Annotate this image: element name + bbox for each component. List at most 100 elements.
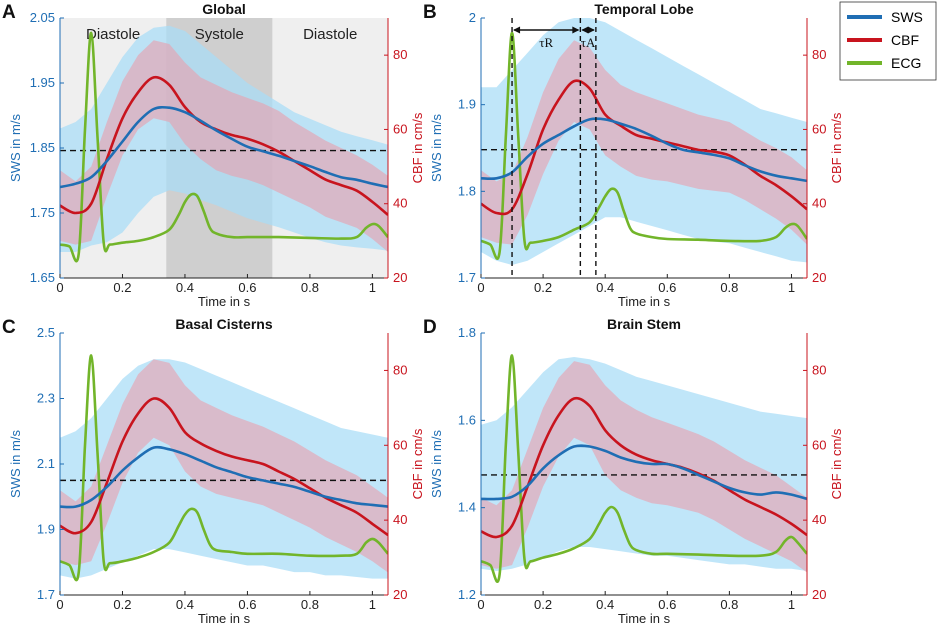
y-left-tick-label: 2.1 [37,456,55,471]
y-left-tick-label: 1.9 [458,97,476,112]
plot-area [481,354,807,583]
tau-label: τR [539,35,553,50]
panel-title: Global [202,1,246,17]
x-tick-label: 0.8 [720,597,738,612]
x-tick-label: 1 [369,597,376,612]
ecg-line [481,354,807,583]
panel-a: Diastole Systole Diastole 0 0.2 0.4 0.6 0.8 1 1.6… [2,1,425,309]
y-right-tick-label: 40 [393,512,407,527]
tau-arrow-head-left [581,26,589,34]
panel-d: 0 0.2 0.4 0.6 0.8 1 1.2 1.4 1.6 1.8 20 40 60 80 Time i… [423,316,844,626]
y-right-tick-label: 20 [812,587,826,602]
x-axis-title: Time in s [198,611,251,626]
y-right-tick-label: 40 [812,196,826,211]
y-left-tick-label: 1.65 [30,270,55,285]
x-tick-label: 0.6 [238,280,256,295]
y-right-tick-label: 60 [393,437,407,452]
y-left-tick-label: 1.2 [458,587,476,602]
y-right-tick-label: 40 [393,196,407,211]
y-right-tick-label: 80 [393,362,407,377]
y-left-tick-label: 1.85 [30,140,55,155]
tau-arrow-head-right [572,26,580,34]
phase-label: Systole [195,26,244,43]
panel-title: Brain Stem [607,316,681,332]
y-left-axis-title: SWS in m/s [8,430,23,498]
phase-label: Diastole [86,26,140,43]
y-right-tick-label: 60 [393,121,407,136]
y-left-tick-label: 1.8 [458,183,476,198]
y-right-tick-label: 80 [812,47,826,62]
y-right-tick-label: 60 [812,437,826,452]
ecg-line [60,31,388,263]
y-left-tick-label: 1.8 [458,325,476,340]
legend-sws-label: SWS [891,9,923,25]
cbf-line [60,397,388,537]
x-tick-label: 0.2 [113,597,131,612]
y-left-tick-label: 1.7 [458,270,476,285]
panel-c: 0 0.2 0.4 0.6 0.8 1 1.7 1.9 2.1 2.3 2.5 20 40 60 80 Tim… [2,316,425,626]
legend: SWS CBF ECG [839,1,937,81]
panel-b: τR τA 0 0.2 0.4 0.6 0.8 1 1.7 1.8 1.9 2 20 40 60 80 Time… [423,1,844,309]
panel-letter: B [423,2,437,23]
x-tick-label: 0.8 [720,280,738,295]
cbf-line [60,75,388,216]
y-left-tick-label: 1.7 [37,587,55,602]
y-left-tick-label: 1.9 [37,522,55,537]
y-left-tick-label: 1.6 [458,412,476,427]
legend-cbf-label: CBF [891,32,919,48]
tau-arrow-head-right [587,26,595,34]
cbf-std-band [60,40,388,252]
y-left-tick-label: 2.3 [37,391,55,406]
x-tick-label: 0.6 [238,597,256,612]
y-left-tick-label: 1.4 [458,500,476,515]
ecg-line [481,31,807,260]
y-right-tick-label: 40 [812,512,826,527]
y-right-tick-label: 80 [812,362,826,377]
phase-label: Diastole [303,26,357,43]
plot-area [481,18,807,265]
y-right-tick-label: 20 [812,270,826,285]
legend-ecg-label: ECG [891,55,921,71]
plot-area [60,354,388,582]
y-left-axis-title: SWS in m/s [8,114,23,182]
x-axis-title: Time in s [618,611,671,626]
x-tick-label: 0.8 [301,597,319,612]
panel-letter: C [2,317,16,338]
x-axis-title: Time in s [198,294,251,309]
cbf-std-band [481,40,807,245]
sws-line [481,444,807,501]
x-tick-label: 0.8 [301,280,319,295]
panel-title: Basal Cisterns [175,316,272,332]
x-tick-label: 0.4 [596,280,614,295]
sws-line [481,117,807,183]
x-tick-label: 0.4 [176,280,194,295]
x-tick-label: 1 [788,280,795,295]
x-tick-label: 0 [477,280,484,295]
tau-arrow-head-left [513,26,521,34]
y-left-axis-title: SWS in m/s [429,114,444,182]
x-tick-label: 0 [56,280,63,295]
x-tick-label: 0.6 [658,280,676,295]
y-left-tick-label: 2.05 [30,10,55,25]
x-axis-title: Time in s [618,294,671,309]
y-right-axis-title: CBF in cm/s [829,428,844,499]
x-tick-label: 0.4 [596,597,614,612]
tau-label: τA [581,35,596,50]
y-right-axis-title: CBF in cm/s [410,428,425,499]
y-left-tick-label: 1.95 [30,75,55,90]
cbf-std-band [481,361,807,573]
y-right-axis-title: CBF in cm/s [410,112,425,183]
x-tick-label: 0.2 [534,597,552,612]
panel-letter: A [2,2,16,23]
panel-letter: D [423,317,437,338]
y-left-tick-label: 1.75 [30,205,55,220]
y-left-tick-label: 2.5 [37,325,55,340]
plot-area [60,25,388,263]
x-tick-label: 0.6 [658,597,676,612]
y-right-axis-title: CBF in cm/s [829,112,844,183]
x-tick-label: 0 [477,597,484,612]
y-right-tick-label: 80 [393,47,407,62]
x-tick-label: 1 [788,597,795,612]
x-tick-label: 0.2 [534,280,552,295]
